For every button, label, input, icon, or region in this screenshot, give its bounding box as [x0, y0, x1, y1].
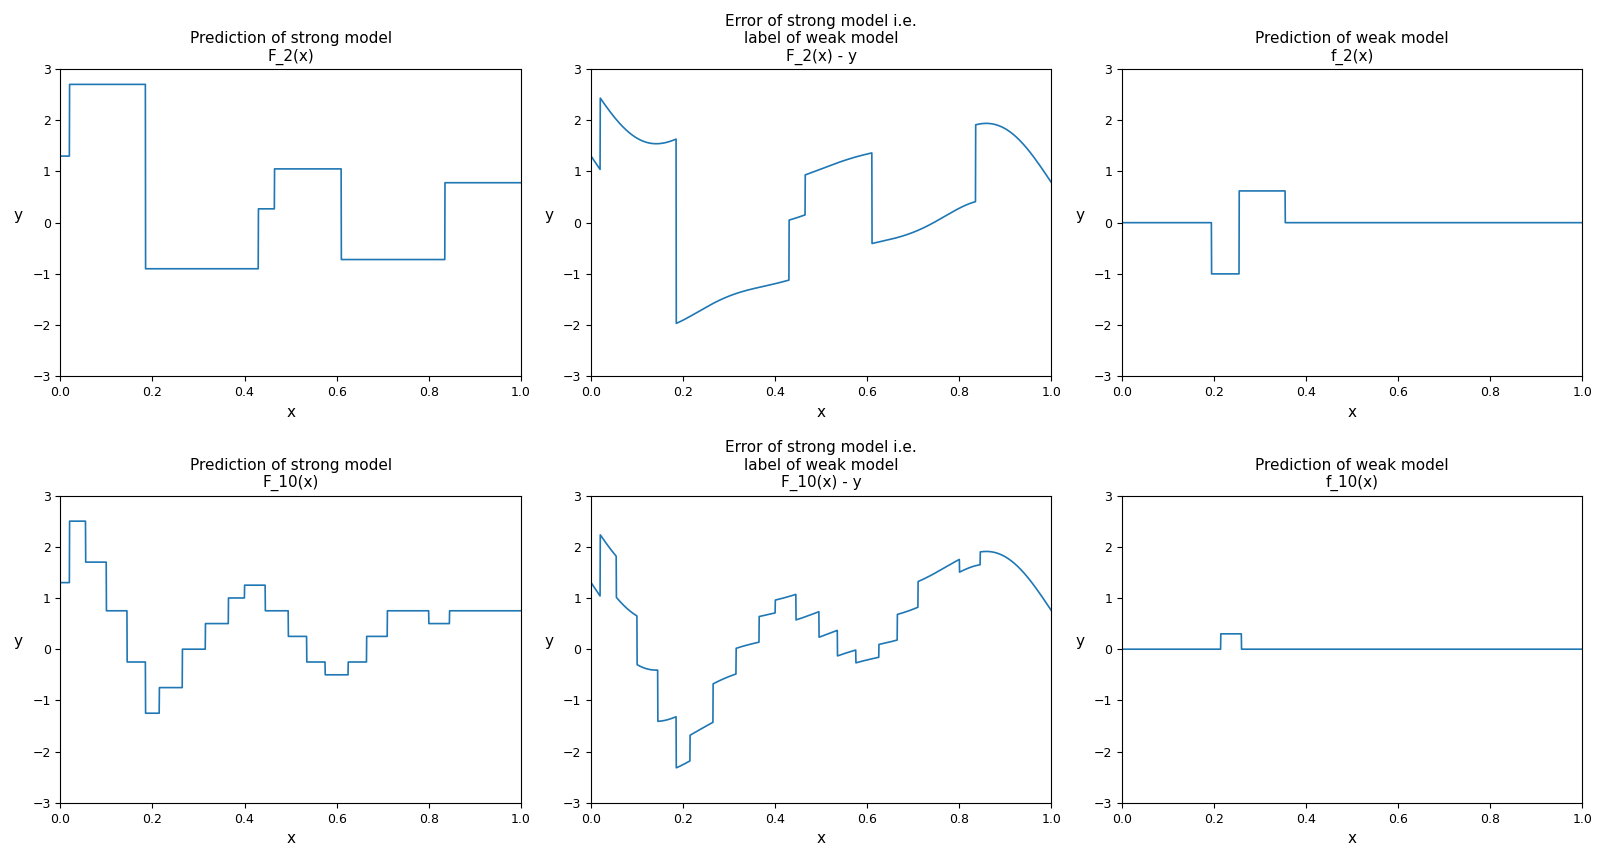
Title: Prediction of weak model
f_2(x): Prediction of weak model f_2(x): [1255, 31, 1448, 64]
X-axis label: x: x: [286, 404, 295, 420]
Title: Error of strong model i.e.
label of weak model
F_2(x) - y: Error of strong model i.e. label of weak…: [725, 14, 916, 64]
Y-axis label: y: y: [544, 207, 554, 223]
Y-axis label: y: y: [1075, 207, 1083, 223]
Title: Error of strong model i.e.
label of weak model
F_10(x) - y: Error of strong model i.e. label of weak…: [725, 440, 916, 491]
X-axis label: x: x: [817, 404, 825, 420]
Y-axis label: y: y: [14, 207, 22, 223]
Title: Prediction of weak model
f_10(x): Prediction of weak model f_10(x): [1255, 458, 1448, 491]
Title: Prediction of strong model
F_2(x): Prediction of strong model F_2(x): [189, 31, 392, 64]
Y-axis label: y: y: [1075, 634, 1083, 649]
Title: Prediction of strong model
F_10(x): Prediction of strong model F_10(x): [189, 458, 392, 491]
X-axis label: x: x: [1347, 831, 1356, 846]
X-axis label: x: x: [286, 831, 295, 846]
Y-axis label: y: y: [14, 634, 22, 649]
X-axis label: x: x: [1347, 404, 1356, 420]
X-axis label: x: x: [817, 831, 825, 846]
Y-axis label: y: y: [544, 634, 554, 649]
